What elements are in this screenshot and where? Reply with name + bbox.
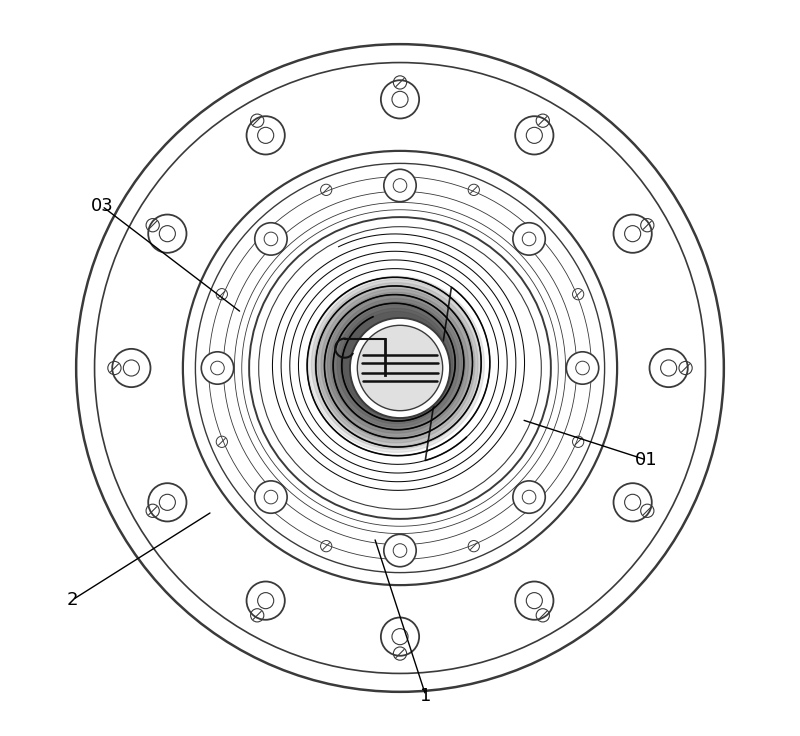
Polygon shape	[334, 302, 459, 427]
Circle shape	[254, 481, 287, 513]
Polygon shape	[343, 311, 450, 417]
Circle shape	[650, 349, 688, 387]
Polygon shape	[324, 292, 469, 436]
Polygon shape	[327, 295, 466, 434]
Circle shape	[112, 349, 150, 387]
Circle shape	[614, 215, 652, 253]
Circle shape	[384, 169, 416, 202]
Circle shape	[246, 116, 285, 155]
Circle shape	[202, 352, 234, 384]
Circle shape	[513, 481, 546, 513]
Circle shape	[513, 223, 546, 255]
Circle shape	[381, 80, 419, 118]
Polygon shape	[311, 280, 482, 449]
Text: 2: 2	[66, 591, 78, 609]
Text: 03: 03	[90, 197, 114, 215]
Circle shape	[515, 116, 554, 155]
Polygon shape	[318, 286, 475, 443]
Circle shape	[246, 581, 285, 620]
Circle shape	[254, 223, 287, 255]
Polygon shape	[330, 299, 462, 430]
Circle shape	[614, 483, 652, 521]
Polygon shape	[337, 305, 456, 424]
Circle shape	[350, 318, 450, 418]
Polygon shape	[314, 283, 478, 446]
Circle shape	[566, 352, 598, 384]
Text: 01: 01	[635, 451, 658, 469]
Polygon shape	[308, 276, 485, 453]
Circle shape	[148, 483, 186, 521]
Circle shape	[381, 618, 419, 656]
Text: 1: 1	[420, 687, 431, 704]
Polygon shape	[321, 289, 472, 439]
Circle shape	[358, 325, 442, 411]
Circle shape	[384, 534, 416, 567]
Circle shape	[148, 215, 186, 253]
Circle shape	[515, 581, 554, 620]
Polygon shape	[340, 308, 453, 420]
